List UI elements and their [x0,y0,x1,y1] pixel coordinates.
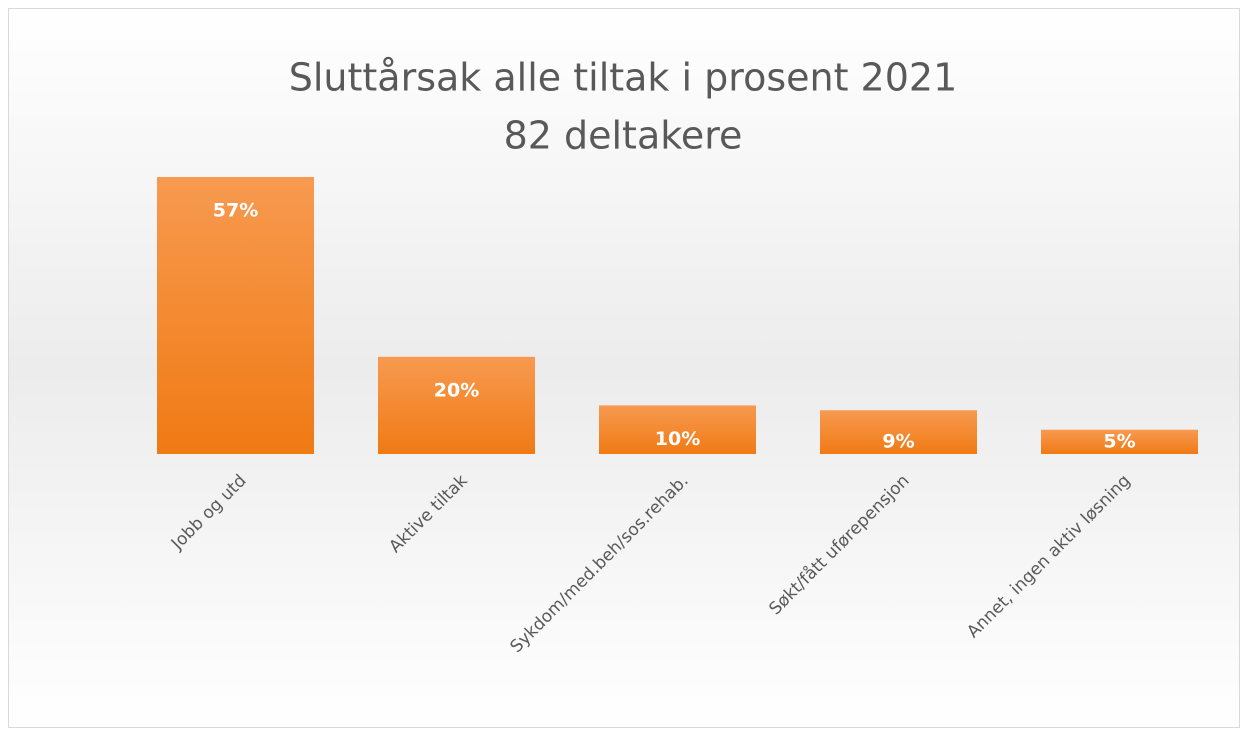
bar [1041,429,1198,454]
bar [820,410,977,454]
value-label: 9% [882,431,914,453]
bar [599,405,756,454]
value-label: 10% [655,428,700,450]
bar [378,356,535,454]
value-label: 5% [1103,431,1135,453]
chart-subtitle: 82 deltakere [504,114,743,158]
value-label: 20% [434,379,479,401]
chart-title: Sluttårsak alle tiltak i prosent 2021 [289,56,958,100]
value-label: 57% [213,200,258,222]
bar [157,177,314,454]
